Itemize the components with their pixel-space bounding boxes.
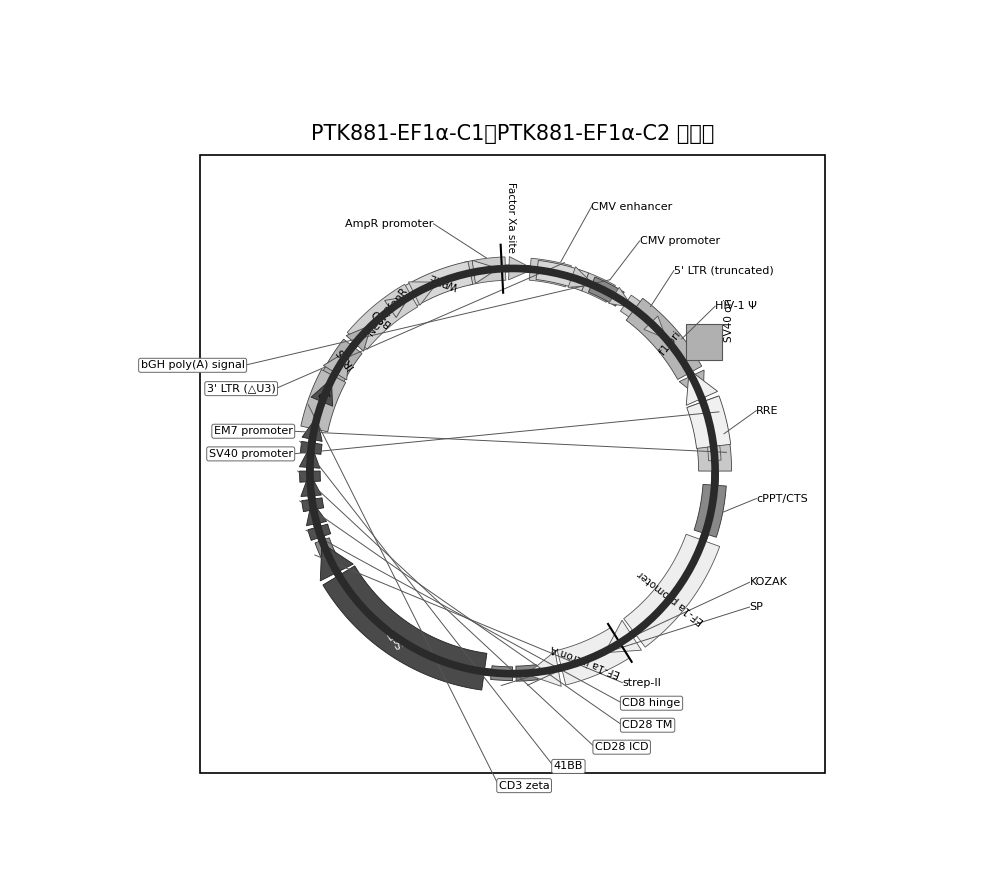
Text: strep-II: strep-II	[622, 678, 661, 688]
Text: IRES: IRES	[334, 345, 355, 370]
Polygon shape	[687, 396, 731, 449]
Polygon shape	[399, 261, 473, 310]
Polygon shape	[707, 446, 721, 461]
Text: AmpR promoter: AmpR promoter	[345, 219, 434, 229]
Polygon shape	[300, 471, 320, 483]
Text: ori: ori	[316, 388, 333, 402]
Polygon shape	[516, 665, 538, 681]
Text: 3' LTR (△U3): 3' LTR (△U3)	[207, 384, 276, 393]
Text: 41BB: 41BB	[554, 762, 583, 772]
Polygon shape	[320, 339, 362, 387]
Polygon shape	[302, 498, 324, 512]
Text: WPRE: WPRE	[427, 271, 459, 291]
Polygon shape	[299, 444, 320, 468]
Text: CMV promoter: CMV promoter	[640, 236, 720, 246]
Polygon shape	[536, 260, 589, 291]
Polygon shape	[582, 273, 615, 302]
Text: CD8 hinge: CD8 hinge	[622, 698, 681, 708]
Polygon shape	[301, 473, 321, 497]
Polygon shape	[694, 484, 726, 537]
Polygon shape	[311, 379, 333, 406]
Text: EF-1a intron A: EF-1a intron A	[549, 642, 621, 678]
Polygon shape	[320, 543, 353, 581]
Polygon shape	[306, 501, 327, 525]
Text: SV40 ori: SV40 ori	[724, 298, 734, 342]
Polygon shape	[323, 350, 349, 380]
Polygon shape	[304, 401, 332, 428]
Polygon shape	[408, 282, 438, 305]
Polygon shape	[655, 327, 689, 365]
Text: cPPT/CTS: cPPT/CTS	[756, 493, 808, 504]
Polygon shape	[605, 620, 641, 653]
Text: CD28 TM: CD28 TM	[622, 720, 673, 731]
Polygon shape	[609, 287, 633, 308]
Polygon shape	[385, 296, 409, 318]
Polygon shape	[300, 442, 322, 454]
Polygon shape	[557, 628, 629, 685]
Polygon shape	[626, 298, 702, 379]
Polygon shape	[624, 534, 720, 647]
Text: EM7 promoter: EM7 promoter	[214, 426, 293, 436]
Text: f1 ori: f1 ori	[657, 330, 682, 358]
Text: KOZAK: KOZAK	[749, 577, 787, 587]
Polygon shape	[315, 538, 336, 560]
Text: NeoR/KanR: NeoR/KanR	[366, 285, 410, 337]
Text: RRE: RRE	[756, 406, 779, 416]
Polygon shape	[620, 295, 655, 327]
Text: bGH poly(A) signal: bGH poly(A) signal	[141, 360, 245, 370]
Polygon shape	[346, 325, 371, 351]
Polygon shape	[529, 259, 571, 287]
Polygon shape	[679, 370, 704, 401]
Text: HIV-1 Ψ: HIV-1 Ψ	[715, 301, 757, 311]
Polygon shape	[527, 651, 561, 686]
Polygon shape	[347, 285, 418, 349]
Text: EF-1a promoter: EF-1a promoter	[636, 568, 706, 626]
Polygon shape	[687, 396, 732, 471]
Polygon shape	[464, 257, 506, 285]
Polygon shape	[308, 524, 331, 541]
Text: CD28 ICD: CD28 ICD	[595, 742, 648, 752]
Polygon shape	[323, 566, 487, 690]
Polygon shape	[568, 267, 594, 287]
Polygon shape	[301, 369, 346, 432]
Polygon shape	[686, 370, 718, 405]
Text: CMV enhancer: CMV enhancer	[591, 202, 673, 211]
Polygon shape	[644, 316, 666, 339]
Text: SP: SP	[749, 602, 763, 612]
Text: Factor Xa site: Factor Xa site	[506, 182, 516, 252]
Polygon shape	[302, 417, 322, 442]
Polygon shape	[509, 257, 534, 280]
Text: 5' LTR (truncated): 5' LTR (truncated)	[674, 266, 774, 276]
Text: CD3 zeta: CD3 zeta	[499, 780, 550, 790]
Polygon shape	[472, 260, 498, 284]
Text: PTK881-EF1α-C1、PTK881-EF1α-C2 质粒图: PTK881-EF1α-C1、PTK881-EF1α-C2 质粒图	[311, 124, 714, 145]
Text: ScFV: ScFV	[383, 623, 406, 649]
Bar	[686, 324, 722, 359]
Polygon shape	[588, 277, 624, 306]
Text: BSD: BSD	[369, 306, 392, 328]
Text: SV40 promoter: SV40 promoter	[209, 449, 293, 458]
Polygon shape	[491, 665, 512, 681]
Polygon shape	[357, 303, 394, 340]
